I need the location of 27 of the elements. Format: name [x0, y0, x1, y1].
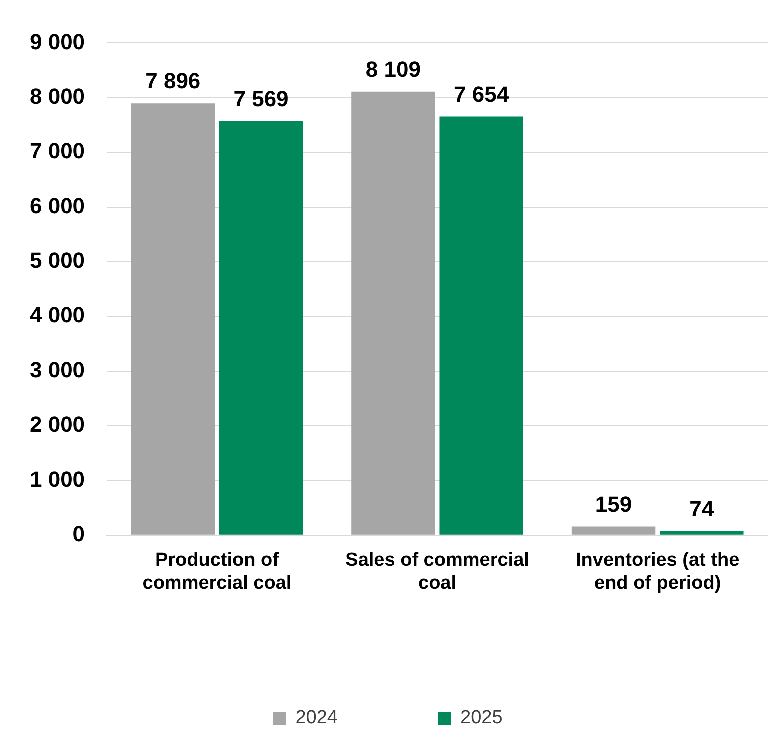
x-tick-label: Production of commercial coal — [142, 550, 292, 594]
data-label: 8 109 — [366, 56, 421, 82]
y-tick-label: 3 000 — [30, 357, 86, 382]
bar — [572, 526, 656, 535]
y-tick-label: 1 000 — [30, 466, 86, 492]
bar — [219, 121, 304, 535]
y-tick-label: 0 — [72, 521, 86, 546]
data-label: 74 — [690, 496, 715, 522]
data-label: 7 569 — [234, 86, 289, 112]
data-label: 7 896 — [146, 68, 201, 94]
bar — [131, 104, 216, 535]
y-tick-label: 9 000 — [30, 29, 86, 54]
legend-label: 2024 — [296, 708, 338, 729]
bar — [352, 92, 436, 535]
bar — [660, 531, 744, 535]
y-tick-label: 4 000 — [30, 302, 86, 328]
x-tick-label: Inventories (at the end of period) — [576, 550, 740, 594]
data-label: 7 654 — [454, 82, 510, 107]
x-tick-label: Sales of commercial coal — [346, 550, 530, 594]
data-label: 159 — [595, 492, 632, 517]
y-tick-label: 2 000 — [30, 412, 86, 438]
y-tick-label: 6 000 — [30, 193, 86, 218]
bar — [440, 116, 524, 535]
y-tick-label: 5 000 — [30, 248, 86, 274]
y-tick-label: 8 000 — [30, 84, 86, 109]
legend-label: 2025 — [460, 708, 503, 729]
y-tick-label: 7 000 — [30, 138, 86, 164]
